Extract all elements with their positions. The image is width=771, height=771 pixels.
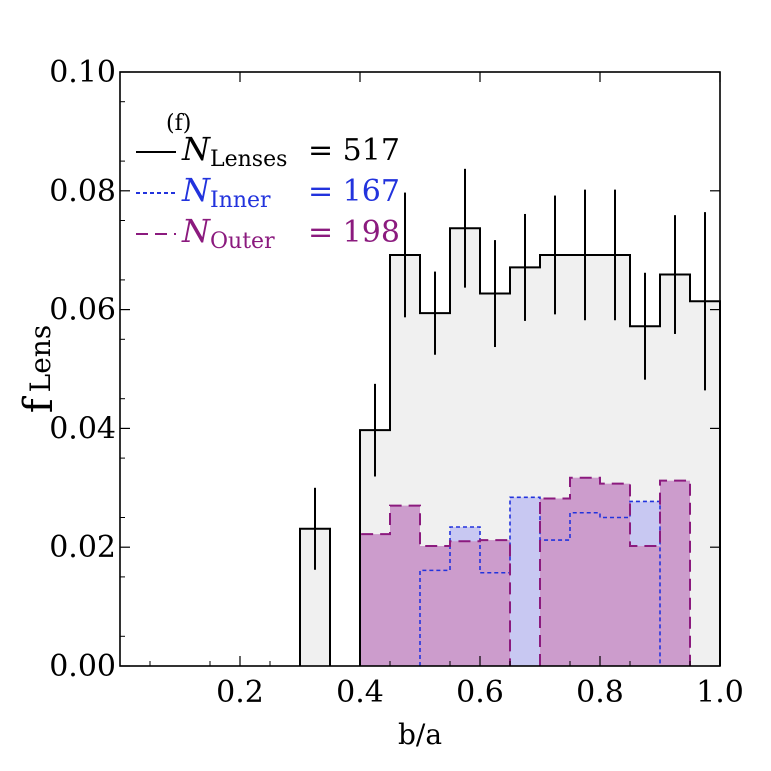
y-tick-label: 0.06 <box>49 293 116 328</box>
y-tick-label: 0.04 <box>49 411 116 446</box>
y-axis-title-sub: Lens <box>24 325 57 393</box>
y-tick-label: 0.10 <box>49 55 116 90</box>
y-tick-label: 0.00 <box>49 649 116 684</box>
legend-subscript: Outer <box>210 229 275 254</box>
x-tick-label: 1.0 <box>696 675 744 710</box>
legend-label-lenses: NLenses <box>181 130 287 172</box>
plot-frame <box>119 71 721 667</box>
outer-bar <box>480 540 510 666</box>
outer-bar <box>630 546 660 666</box>
x-tick-label: 0.2 <box>216 675 264 710</box>
x-tick-label: 0.4 <box>336 675 384 710</box>
outer-bar <box>600 483 630 666</box>
series-outer-bars <box>360 477 690 666</box>
legend-symbol: N <box>181 212 211 250</box>
y-tick-label: 0.08 <box>49 174 116 209</box>
outer-bar <box>360 534 390 666</box>
legend-symbol: N <box>181 130 211 168</box>
legend-value-inner: = 167 <box>308 174 400 209</box>
legend-subscript: Lenses <box>210 147 287 172</box>
panel-label: (f) <box>166 111 191 136</box>
legend-label-inner: NInner <box>181 171 271 213</box>
legend-value-lenses: = 517 <box>308 133 400 168</box>
inner-bar <box>510 497 540 666</box>
y-axis-title-main: f <box>16 395 62 413</box>
x-axis-title: b/a <box>398 718 442 751</box>
outer-bar <box>540 498 570 666</box>
legend-subscript: Inner <box>210 188 271 213</box>
outer-bar <box>390 505 420 666</box>
legend-symbol: N <box>181 171 211 209</box>
outer-bar <box>420 546 450 666</box>
x-tick-label: 0.6 <box>456 675 504 710</box>
tick-labels: 0.2 0.4 0.6 0.8 1.0 0.00 0.02 0.04 0.06 0.08 0.10 <box>49 55 744 710</box>
series-outer-outline <box>359 476 691 666</box>
legend-label-outer: NOuter <box>181 212 275 254</box>
outer-bar <box>660 480 690 666</box>
x-tick-label: 0.8 <box>576 675 624 710</box>
y-tick-label: 0.02 <box>49 530 116 565</box>
lenses-error-bars <box>314 168 706 570</box>
y-axis-title: f Lens <box>16 325 62 413</box>
legend-value-outer: = 198 <box>308 215 400 250</box>
plot-marks <box>299 168 721 667</box>
outer-bar <box>450 541 480 666</box>
outer-bar <box>570 477 600 666</box>
